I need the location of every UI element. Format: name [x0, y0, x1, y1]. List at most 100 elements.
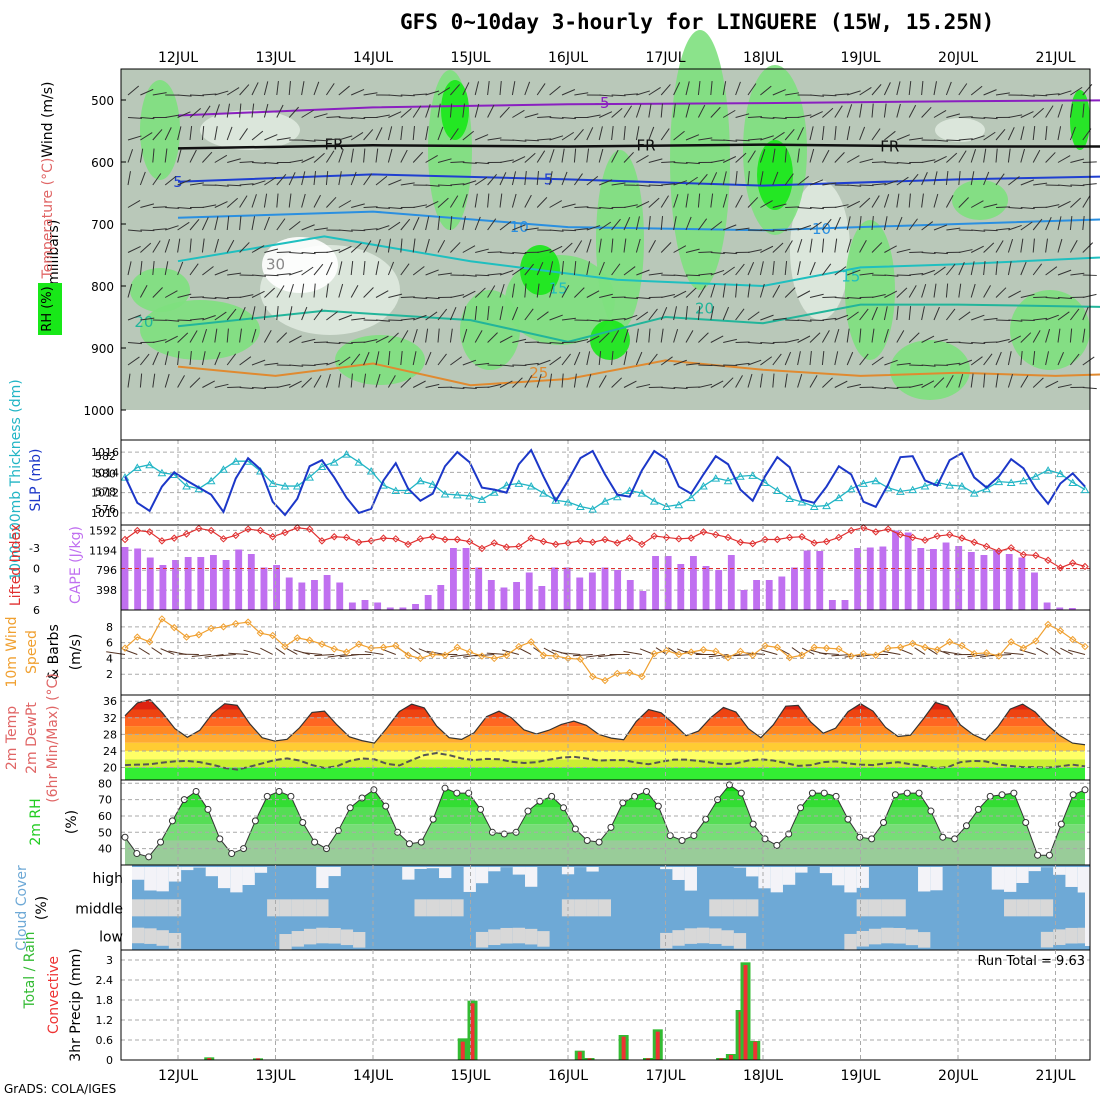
- wind-barb: [388, 332, 399, 343]
- wind-barb: [822, 317, 837, 321]
- cloud-mid-cell: [316, 899, 329, 917]
- wind-barb: [1057, 328, 1061, 343]
- wind-barb: [909, 251, 924, 253]
- wind-barb: [177, 179, 191, 186]
- li-point: [958, 534, 966, 542]
- wind-barb: [735, 194, 743, 208]
- wind-barb: [908, 218, 918, 231]
- wind-barb: [202, 266, 214, 276]
- wind-barb: [387, 238, 392, 253]
- wind-barb: [1020, 207, 1035, 210]
- wind-barb: [239, 84, 250, 96]
- wind-barb: [822, 182, 837, 186]
- wind-barb: [338, 356, 351, 366]
- wind-barb: [239, 161, 254, 163]
- wind-barb: [549, 149, 555, 163]
- wind-barb: [896, 134, 910, 141]
- wind-barb: [747, 83, 757, 96]
- wind-speed-point: [219, 623, 228, 631]
- wind-barb: [884, 290, 898, 298]
- wind-barb: [933, 171, 938, 186]
- thickness-point: [502, 481, 511, 489]
- rh-patch: [670, 30, 730, 290]
- wind-barb: [809, 221, 822, 231]
- wind-barb: [1020, 238, 1024, 253]
- wind-barb: [661, 161, 676, 163]
- wind-barb-10m: [1003, 652, 1024, 655]
- wind-barb: [772, 131, 785, 141]
- wind-barb: [263, 193, 268, 208]
- wind-barb: [723, 338, 737, 343]
- wind-speed-point: [761, 642, 769, 650]
- wind-barb: [598, 111, 613, 118]
- x-tick-top: 21JUL: [1036, 50, 1076, 66]
- wind-barb: [425, 90, 440, 96]
- li-point: [330, 533, 338, 541]
- cloud-high-cell: [512, 867, 526, 875]
- wind-barb-10m: [819, 652, 839, 655]
- ua-ylabel: (millibars): [46, 220, 62, 291]
- wind-barb: [1008, 319, 1023, 322]
- wind-barb: [846, 200, 860, 208]
- contour-label: 30: [266, 255, 285, 273]
- wind-barb: [288, 380, 302, 388]
- rh2m-point: [429, 815, 437, 823]
- wind-barb: [710, 221, 723, 231]
- wind-barb: [1007, 373, 1014, 388]
- wind-barb: [1057, 155, 1071, 163]
- cloud-high-cell: [217, 867, 231, 889]
- wind-barb: [214, 297, 229, 300]
- wind-speed-point: [1007, 638, 1015, 646]
- wind-barb: [970, 261, 975, 276]
- wind-barb: [1020, 351, 1023, 366]
- wind-barb: [772, 285, 781, 298]
- wind-barb: [809, 351, 812, 366]
- li-point: [379, 534, 388, 542]
- wind-barb: [760, 229, 775, 232]
- wind-barb: [573, 261, 577, 276]
- wind-barb: [834, 328, 840, 343]
- wind-barb: [1069, 103, 1074, 118]
- wind-barb: [462, 216, 466, 231]
- wind-barb: [177, 126, 182, 141]
- wind-barb: [313, 308, 323, 321]
- li-point: [662, 533, 671, 542]
- wind-barb: [301, 338, 316, 343]
- cape-bar: [172, 560, 179, 610]
- wind-barb: [884, 359, 898, 366]
- wind-barb: [350, 132, 364, 141]
- wind-barb: [338, 283, 344, 298]
- wind-y-tick: 2: [106, 668, 113, 681]
- cloud-low-cell: [881, 927, 894, 944]
- wind-barb: [474, 176, 488, 186]
- wind-barb: [152, 240, 161, 253]
- wind-barb: [276, 81, 279, 96]
- wind-barb: [251, 328, 257, 343]
- wind-barb: [462, 130, 475, 141]
- wind-barb: [264, 176, 277, 186]
- wind-barb: [958, 283, 962, 298]
- wind-barb: [561, 242, 573, 253]
- thickness-point: [994, 477, 1004, 486]
- wind-barb: [611, 149, 619, 163]
- precip-conv-bar: [207, 1058, 212, 1060]
- cape-bar: [967, 552, 975, 610]
- cape-bar: [235, 549, 243, 610]
- wind-barb: [673, 180, 688, 186]
- wind-barb: [698, 251, 713, 253]
- wind-barb: [177, 332, 189, 343]
- cloud-high-cell: [586, 867, 599, 872]
- temp-y-tick: 36: [103, 695, 117, 708]
- wind-barb: [909, 383, 923, 388]
- rh2m-point: [453, 789, 461, 797]
- cape-bar: [209, 555, 217, 610]
- li-point: [268, 533, 277, 541]
- wind-barb: [165, 207, 180, 209]
- wind-barb: [896, 81, 901, 96]
- temp-y-tick: 24: [103, 745, 117, 758]
- rh2m-point: [690, 832, 698, 840]
- wind-speed-point: [601, 676, 609, 685]
- wind-barb: [623, 266, 636, 276]
- wind-barb: [1057, 297, 1072, 300]
- rh-y-tick: 50: [98, 826, 112, 839]
